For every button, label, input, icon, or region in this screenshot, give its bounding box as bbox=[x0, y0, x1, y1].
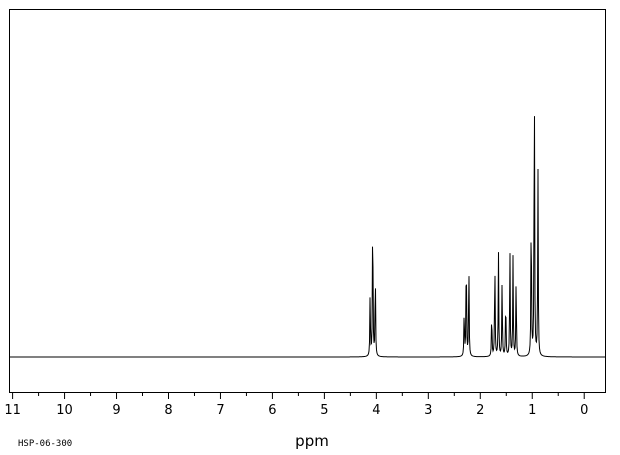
x-tick-label: 7 bbox=[216, 403, 224, 418]
x-tick-label: 4 bbox=[372, 403, 380, 418]
x-tick-label: 11 bbox=[4, 403, 21, 418]
x-tick-label: 3 bbox=[424, 403, 432, 418]
x-tick-label: 1 bbox=[528, 403, 536, 418]
x-tick-label: 5 bbox=[320, 403, 328, 418]
x-axis: 11 10 9 8 7 6 5 4 3 2 1 0 bbox=[4, 392, 588, 418]
plot-frame bbox=[9, 9, 606, 393]
spectrum-code-label: HSP-06-300 bbox=[18, 439, 72, 449]
x-tick-label: 8 bbox=[164, 403, 172, 418]
x-tick-label: 6 bbox=[268, 403, 276, 418]
x-tick-label: 2 bbox=[476, 403, 484, 418]
x-tick-label: 0 bbox=[580, 403, 588, 418]
x-tick-label: 10 bbox=[56, 403, 73, 418]
x-tick-label: 9 bbox=[112, 403, 120, 418]
x-axis-title: ppm bbox=[295, 432, 329, 450]
spectrum-trace bbox=[10, 116, 605, 358]
